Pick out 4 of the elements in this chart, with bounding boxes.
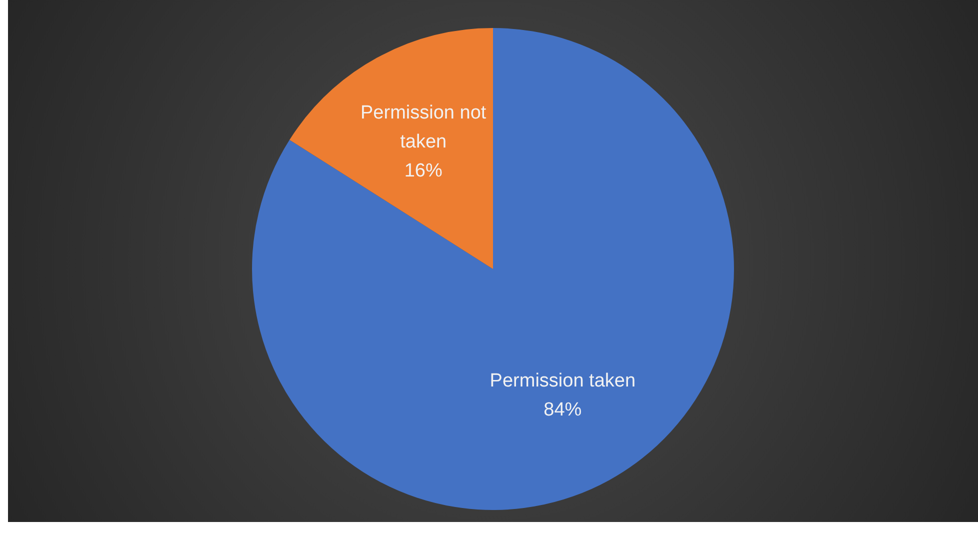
data-label: 16% bbox=[404, 160, 442, 182]
slice-label: Permission not taken bbox=[360, 102, 487, 153]
data-label: 84% bbox=[544, 399, 582, 420]
slice-label: Permission taken bbox=[490, 370, 636, 392]
